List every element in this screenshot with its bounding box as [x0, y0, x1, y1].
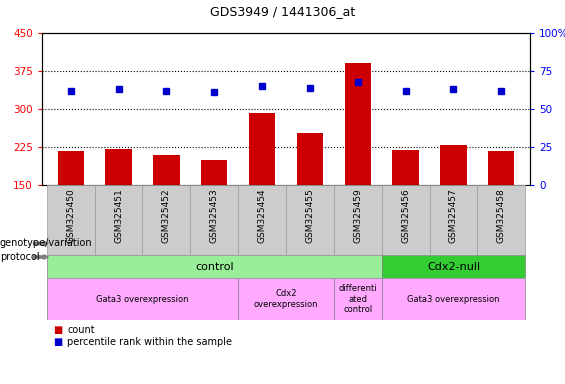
Bar [488, 151, 515, 185]
Text: genotype/variation: genotype/variation [0, 238, 93, 248]
Bar [106, 149, 132, 185]
Bar [393, 149, 419, 185]
Bar [238, 278, 334, 320]
Text: GSM325453: GSM325453 [210, 189, 219, 243]
Text: Gata3 overexpression: Gata3 overexpression [407, 295, 499, 303]
Text: protocol: protocol [0, 252, 40, 262]
Text: count: count [67, 325, 95, 335]
Text: GSM325451: GSM325451 [114, 189, 123, 243]
Bar [142, 185, 190, 255]
Text: percentile rank within the sample: percentile rank within the sample [67, 337, 232, 347]
Bar [334, 278, 382, 320]
Bar [297, 133, 323, 185]
Bar [47, 185, 94, 255]
Bar [249, 113, 275, 185]
Bar [94, 185, 142, 255]
Bar [238, 185, 286, 255]
Text: control: control [195, 262, 233, 271]
Text: ■: ■ [53, 325, 63, 335]
Bar [58, 151, 84, 185]
Text: GSM325450: GSM325450 [66, 189, 75, 243]
Bar [382, 278, 525, 320]
Text: Cdx2
overexpression: Cdx2 overexpression [254, 289, 318, 309]
Text: GSM325454: GSM325454 [258, 189, 267, 243]
Text: GDS3949 / 1441306_at: GDS3949 / 1441306_at [210, 5, 355, 18]
Bar [47, 278, 238, 320]
Bar [190, 185, 238, 255]
Bar [382, 255, 525, 278]
Bar [286, 185, 334, 255]
Bar [440, 146, 467, 185]
Bar [47, 255, 382, 278]
Text: ■: ■ [53, 337, 63, 347]
Bar [201, 160, 227, 185]
Text: GSM325456: GSM325456 [401, 189, 410, 243]
Bar [382, 185, 429, 255]
Text: Cdx2-null: Cdx2-null [427, 262, 480, 271]
Bar [429, 185, 477, 255]
Text: Gata3 overexpression: Gata3 overexpression [96, 295, 189, 303]
Text: GSM325457: GSM325457 [449, 189, 458, 243]
Bar [153, 155, 180, 185]
Bar [334, 185, 382, 255]
Text: GSM325458: GSM325458 [497, 189, 506, 243]
Text: GSM325459: GSM325459 [353, 189, 362, 243]
Bar [477, 185, 525, 255]
Bar [345, 63, 371, 185]
Text: GSM325452: GSM325452 [162, 189, 171, 243]
Text: GSM325455: GSM325455 [306, 189, 314, 243]
Text: differenti
ated
control: differenti ated control [338, 284, 377, 314]
